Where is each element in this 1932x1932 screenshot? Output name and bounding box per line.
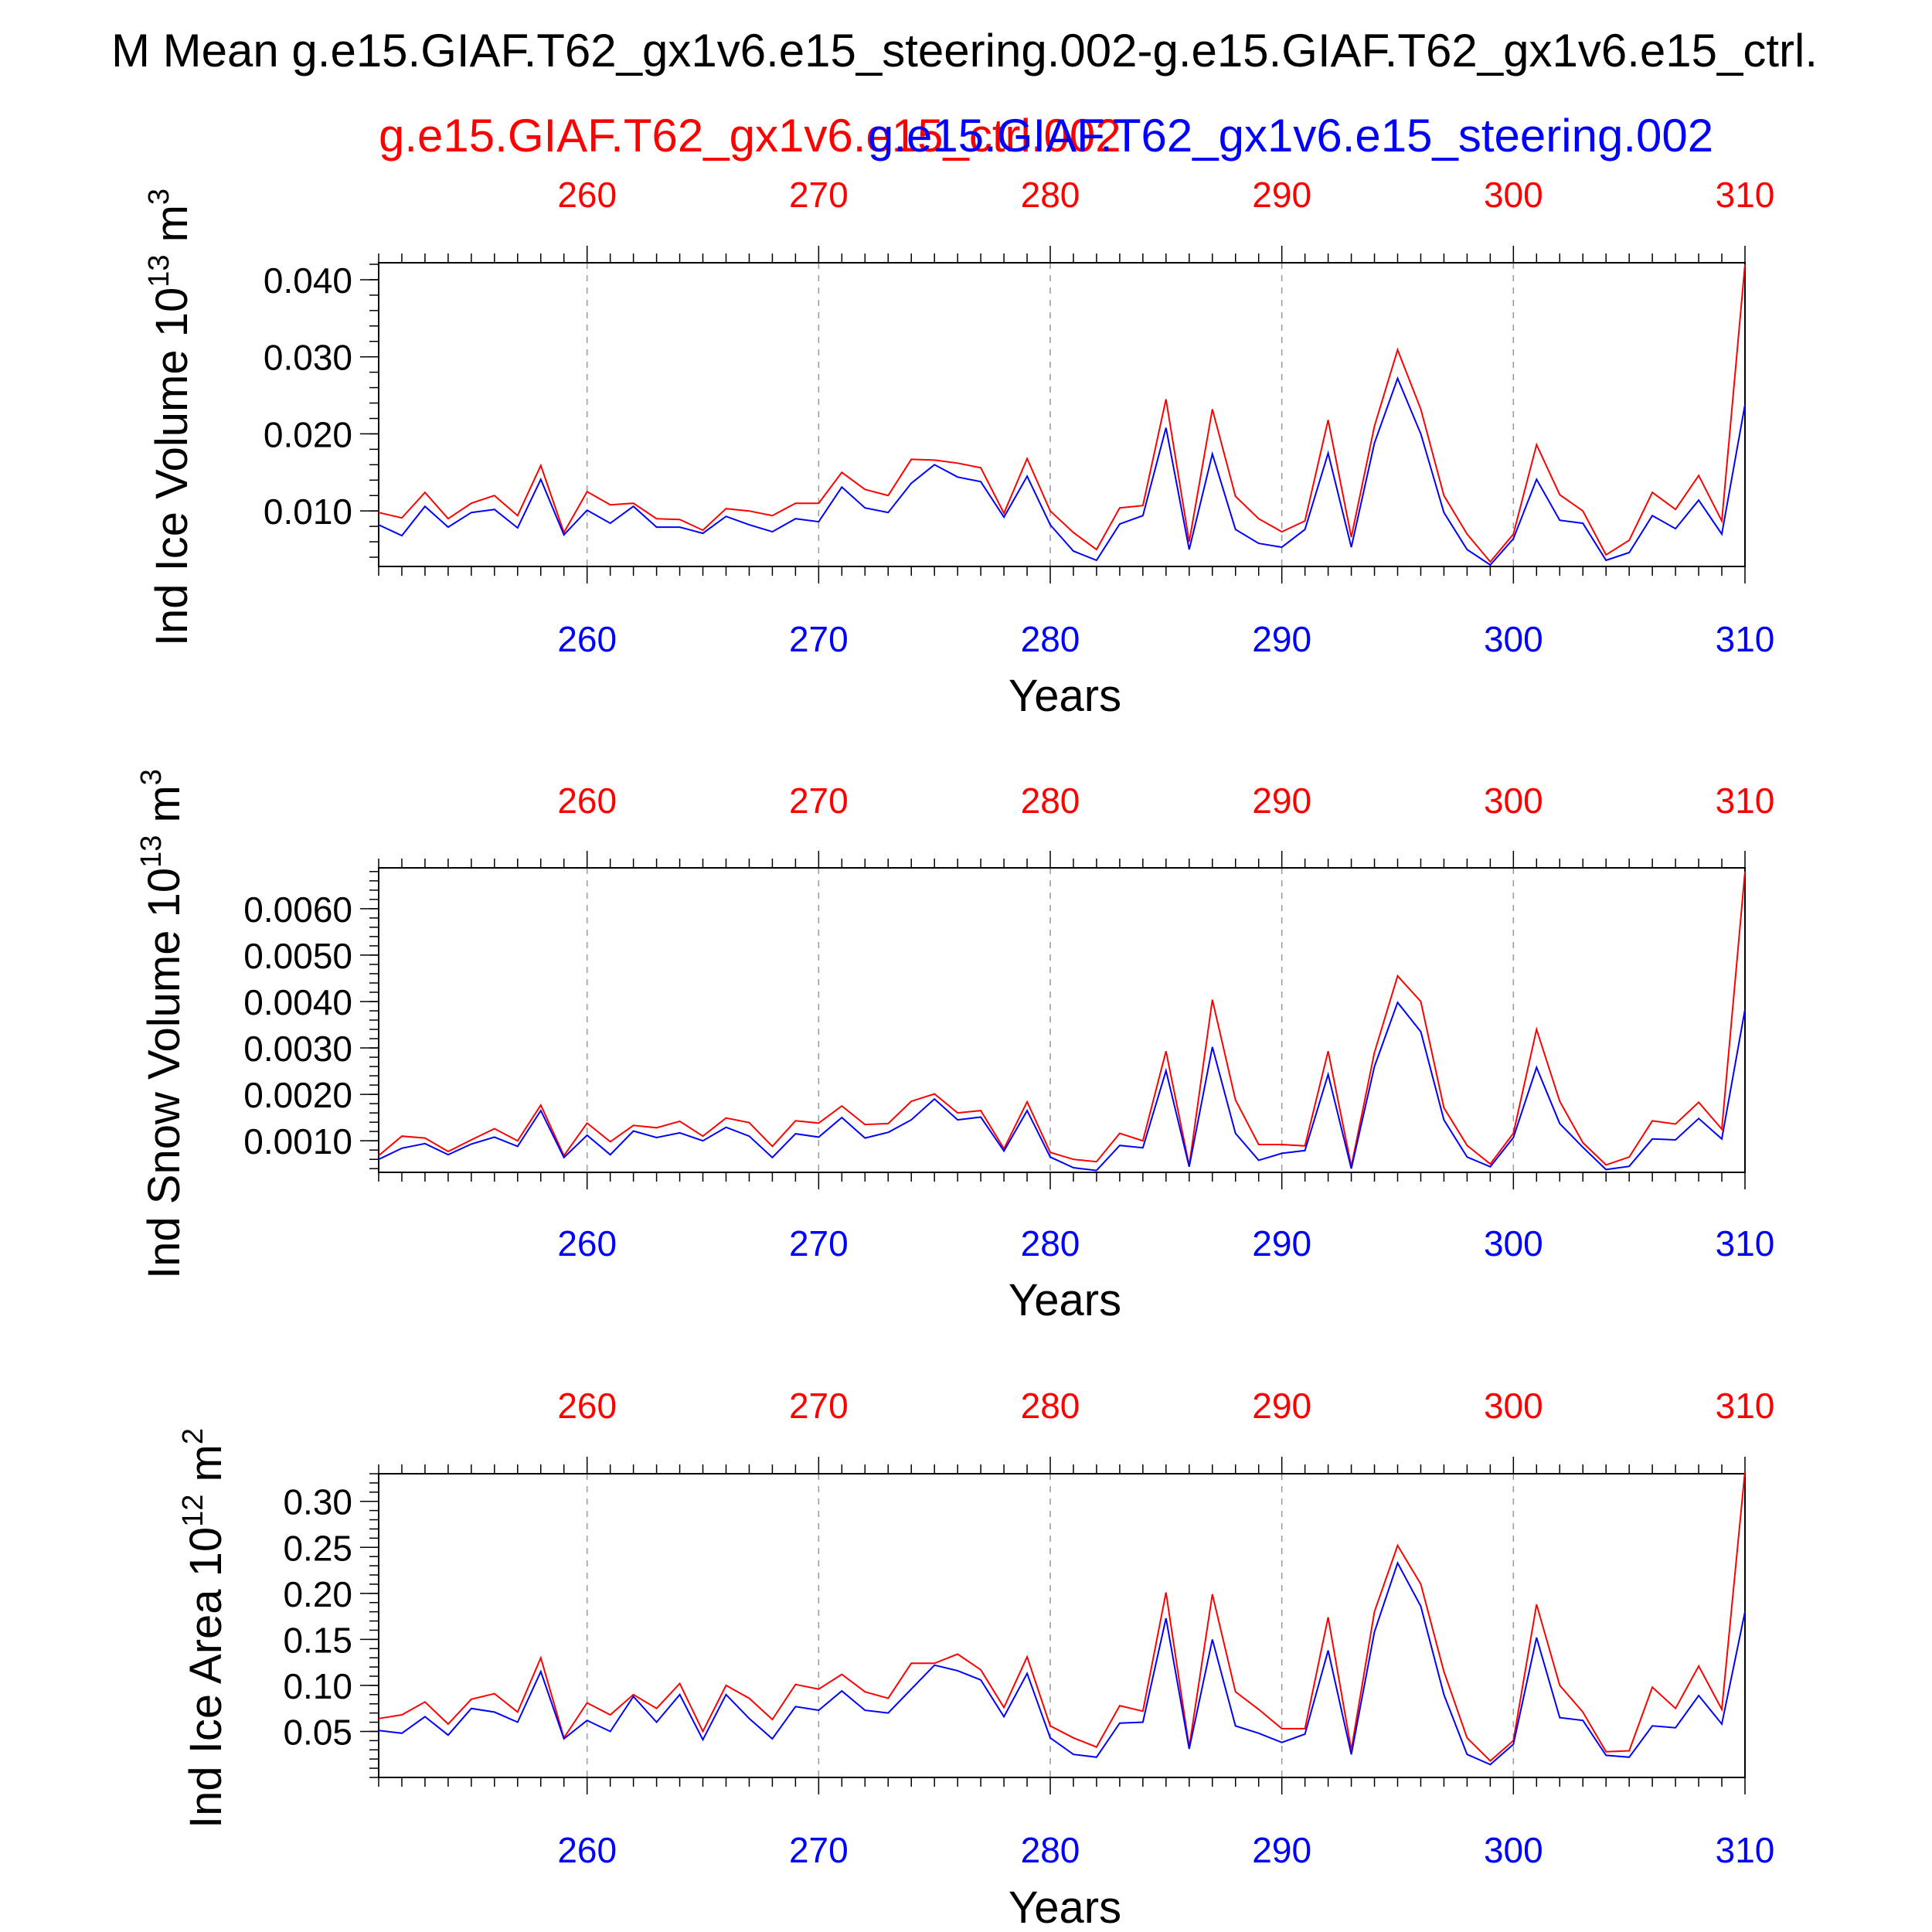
x-tick-label-bottom: 280	[1021, 1223, 1080, 1264]
x-tick-label-top: 260	[557, 175, 617, 215]
x-tick-label-top: 270	[789, 781, 849, 821]
x-tick-label-bottom: 310	[1716, 619, 1775, 659]
figure-title: M Mean g.e15.GIAF.T62_gx1v6.e15_steering…	[111, 25, 1818, 77]
x-tick-label-top: 270	[789, 1386, 849, 1426]
x-tick-label-bottom: 260	[557, 1223, 617, 1264]
y-axis-label: Ind Ice Volume 1013 m3	[143, 189, 197, 646]
panel-snow-volume: 0.0010 0.0020 0.0030 0.0040 0.0050 0.0060 260 2…	[135, 769, 1774, 1325]
x-tick-label-bottom: 280	[1021, 619, 1080, 659]
x-tick-label-bottom: 270	[789, 619, 849, 659]
y-tick-label: 0.0030	[243, 1029, 352, 1069]
y-tick-label: 0.030	[264, 338, 352, 378]
series-line-steering	[378, 376, 1746, 566]
y-tick-label: 0.20	[283, 1574, 352, 1614]
plot-frame	[378, 262, 1746, 567]
y-tick-label: 0.0010	[243, 1121, 352, 1162]
x-tick-label-bottom: 290	[1252, 1223, 1311, 1264]
x-tick-label-top: 280	[1021, 1386, 1080, 1426]
y-tick-label: 0.0040	[243, 982, 352, 1022]
y-tick-label: 0.020	[264, 414, 352, 454]
series-line-steering	[378, 1001, 1746, 1172]
y-tick-label: 0.010	[264, 492, 352, 532]
x-tick-label-top: 300	[1484, 1386, 1543, 1426]
x-tick-label-bottom: 290	[1252, 1830, 1311, 1870]
series-line-ctrl	[378, 1471, 1746, 1762]
x-tick-label-top: 290	[1252, 175, 1311, 215]
x-tick-label-top: 280	[1021, 175, 1080, 215]
x-tick-label-bottom: 300	[1484, 619, 1543, 659]
series-line-ctrl	[378, 264, 1746, 563]
x-tick-label-bottom: 310	[1716, 1223, 1775, 1264]
y-tick-label: 0.10	[283, 1666, 352, 1706]
y-tick-label: 0.0050	[243, 936, 352, 976]
x-tick-label-bottom: 260	[557, 619, 617, 659]
plot-frame	[378, 1473, 1746, 1778]
x-tick-label-top: 280	[1021, 781, 1080, 821]
x-tick-label-top: 290	[1252, 781, 1311, 821]
legend-ctrl-label: g.e15.GIAF.T62_gx1v6.e15_ctrl.002	[379, 110, 1121, 162]
y-tick-label: 0.15	[283, 1620, 352, 1660]
x-axis-label: Years	[1009, 671, 1121, 721]
x-tick-label-bottom: 260	[557, 1830, 617, 1870]
y-tick-label: 0.30	[283, 1482, 352, 1522]
x-tick-label-bottom: 280	[1021, 1830, 1080, 1870]
x-tick-label-bottom: 300	[1484, 1830, 1543, 1870]
y-tick-label: 0.25	[283, 1528, 352, 1568]
x-tick-label-bottom: 300	[1484, 1223, 1543, 1264]
x-tick-label-bottom: 310	[1716, 1830, 1775, 1870]
x-tick-label-top: 310	[1716, 781, 1775, 821]
x-tick-label-top: 290	[1252, 1386, 1311, 1426]
x-axis-label: Years	[1009, 1883, 1121, 1932]
x-tick-label-top: 260	[557, 781, 617, 821]
y-tick-label: 0.0020	[243, 1075, 352, 1115]
y-tick-label: 0.040	[264, 260, 352, 301]
series-line-steering	[378, 1560, 1746, 1766]
series-line-ctrl	[378, 871, 1746, 1167]
panel-ice-area: 0.05 0.10 0.15 0.20 0.25 0.30 260 260 270 270 280 2…	[177, 1386, 1774, 1932]
x-axis-label: Years	[1009, 1275, 1121, 1325]
panel-ice-volume: 0.010 0.020 0.030 0.040 260 260 270 270 280 280 29…	[143, 175, 1774, 721]
x-tick-label-top: 300	[1484, 175, 1543, 215]
y-tick-label: 0.0060	[243, 889, 352, 930]
x-tick-label-top: 300	[1484, 781, 1543, 821]
y-axis-label: Ind Ice Area 1012 m2	[177, 1428, 231, 1828]
x-tick-label-top: 310	[1716, 1386, 1775, 1426]
y-axis-label: Ind Snow Volume 1013 m3	[135, 769, 189, 1279]
y-tick-label: 0.05	[283, 1712, 352, 1752]
x-tick-label-top: 270	[789, 175, 849, 215]
legend-steering-label: g.e15.GIAF.T62_gx1v6.e15_steering.002	[868, 110, 1713, 162]
x-tick-label-bottom: 290	[1252, 619, 1311, 659]
x-tick-label-top: 260	[557, 1386, 617, 1426]
x-tick-label-top: 310	[1716, 175, 1775, 215]
x-tick-label-bottom: 270	[789, 1830, 849, 1870]
x-tick-label-bottom: 270	[789, 1223, 849, 1264]
